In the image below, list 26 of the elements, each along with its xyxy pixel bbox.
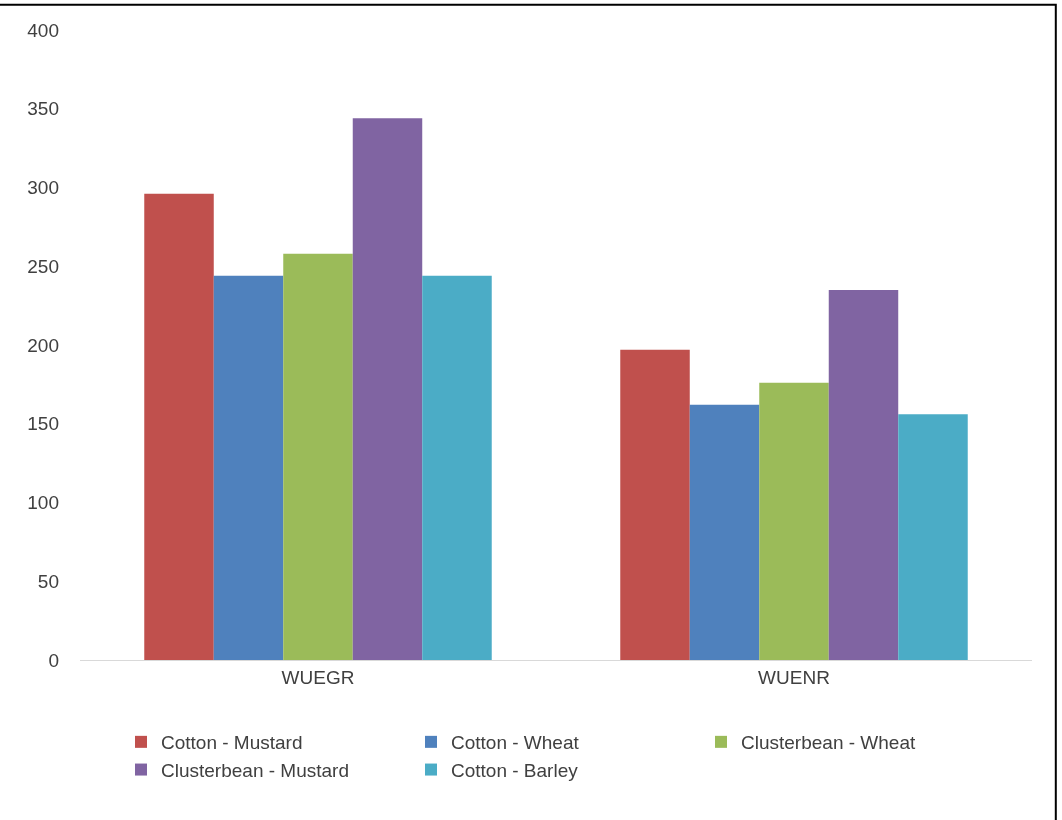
bar: [828, 289, 899, 660]
x-tick-label: WUEGR: [281, 666, 355, 688]
y-tick-label: 0: [48, 649, 59, 671]
legend-label: Cotton - Wheat: [451, 732, 580, 754]
legend-label: Cotton - Mustard: [161, 732, 303, 754]
bar: [689, 404, 760, 660]
bar: [759, 382, 829, 660]
legend-label: Clusterbean - Wheat: [741, 732, 916, 754]
y-tick-label: 300: [27, 177, 59, 199]
y-tick-label: 50: [37, 570, 59, 592]
x-tick-label: WUENR: [758, 666, 830, 688]
bar: [213, 275, 284, 660]
bar: [898, 414, 968, 660]
y-tick-label: 250: [27, 255, 59, 277]
y-tick-label: 200: [27, 334, 59, 356]
y-tick-label: 350: [27, 98, 59, 120]
bar: [422, 275, 492, 660]
y-tick-label: 150: [27, 413, 59, 435]
bar: [144, 193, 214, 660]
y-tick-label: 100: [27, 492, 59, 514]
bar: [352, 118, 423, 660]
legend-label: Cotton - Barley: [451, 759, 579, 781]
bar: [620, 349, 690, 660]
bar: [283, 253, 353, 660]
y-tick-label: 400: [27, 19, 59, 41]
legend-label: Clusterbean - Mustard: [161, 759, 349, 781]
